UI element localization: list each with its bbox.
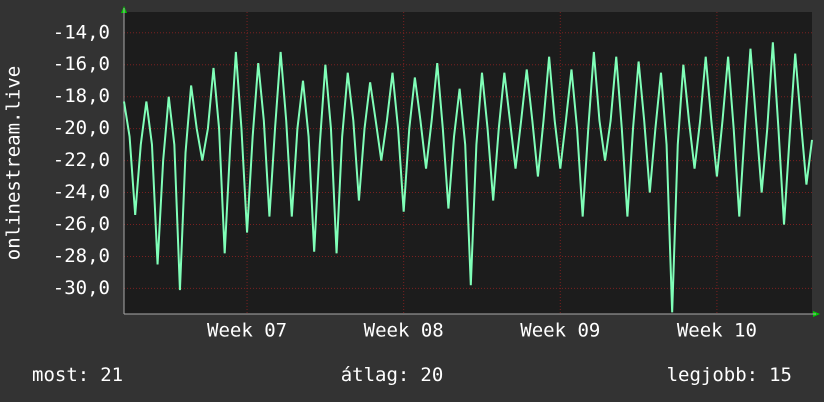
y-tick-label: -16,0: [53, 53, 110, 75]
data-line: [123, 42, 813, 313]
x-tick-label: Week 07: [207, 320, 287, 342]
stat-value: 21: [100, 364, 123, 386]
stat-label: legjobb:: [667, 364, 759, 386]
y-tick-label: -14,0: [53, 21, 110, 43]
y-tick-label: -26,0: [53, 213, 110, 235]
stat-value: 15: [769, 364, 792, 386]
x-tick-label: Week 09: [520, 320, 600, 342]
y-tick-label: -30,0: [53, 277, 110, 299]
stat-label: most:: [32, 364, 89, 386]
stat-label: átlag:: [341, 364, 410, 386]
plot-area: [124, 12, 812, 314]
stat: átlag: 20: [341, 364, 444, 386]
y-axis-label: onlinestream.live: [3, 66, 25, 260]
x-tick-label: Week 08: [364, 320, 444, 342]
stat: legjobb: 15: [667, 364, 792, 386]
axis-arrow: [813, 311, 820, 317]
stat-value: 20: [420, 364, 443, 386]
y-tick-label: -28,0: [53, 245, 110, 267]
y-tick-label: -18,0: [53, 85, 110, 107]
y-tick-label: -24,0: [53, 181, 110, 203]
y-tick-label: -22,0: [53, 149, 110, 171]
x-tick-label: Week 10: [677, 320, 757, 342]
y-tick-label: -20,0: [53, 117, 110, 139]
stat: most: 21: [32, 364, 123, 386]
